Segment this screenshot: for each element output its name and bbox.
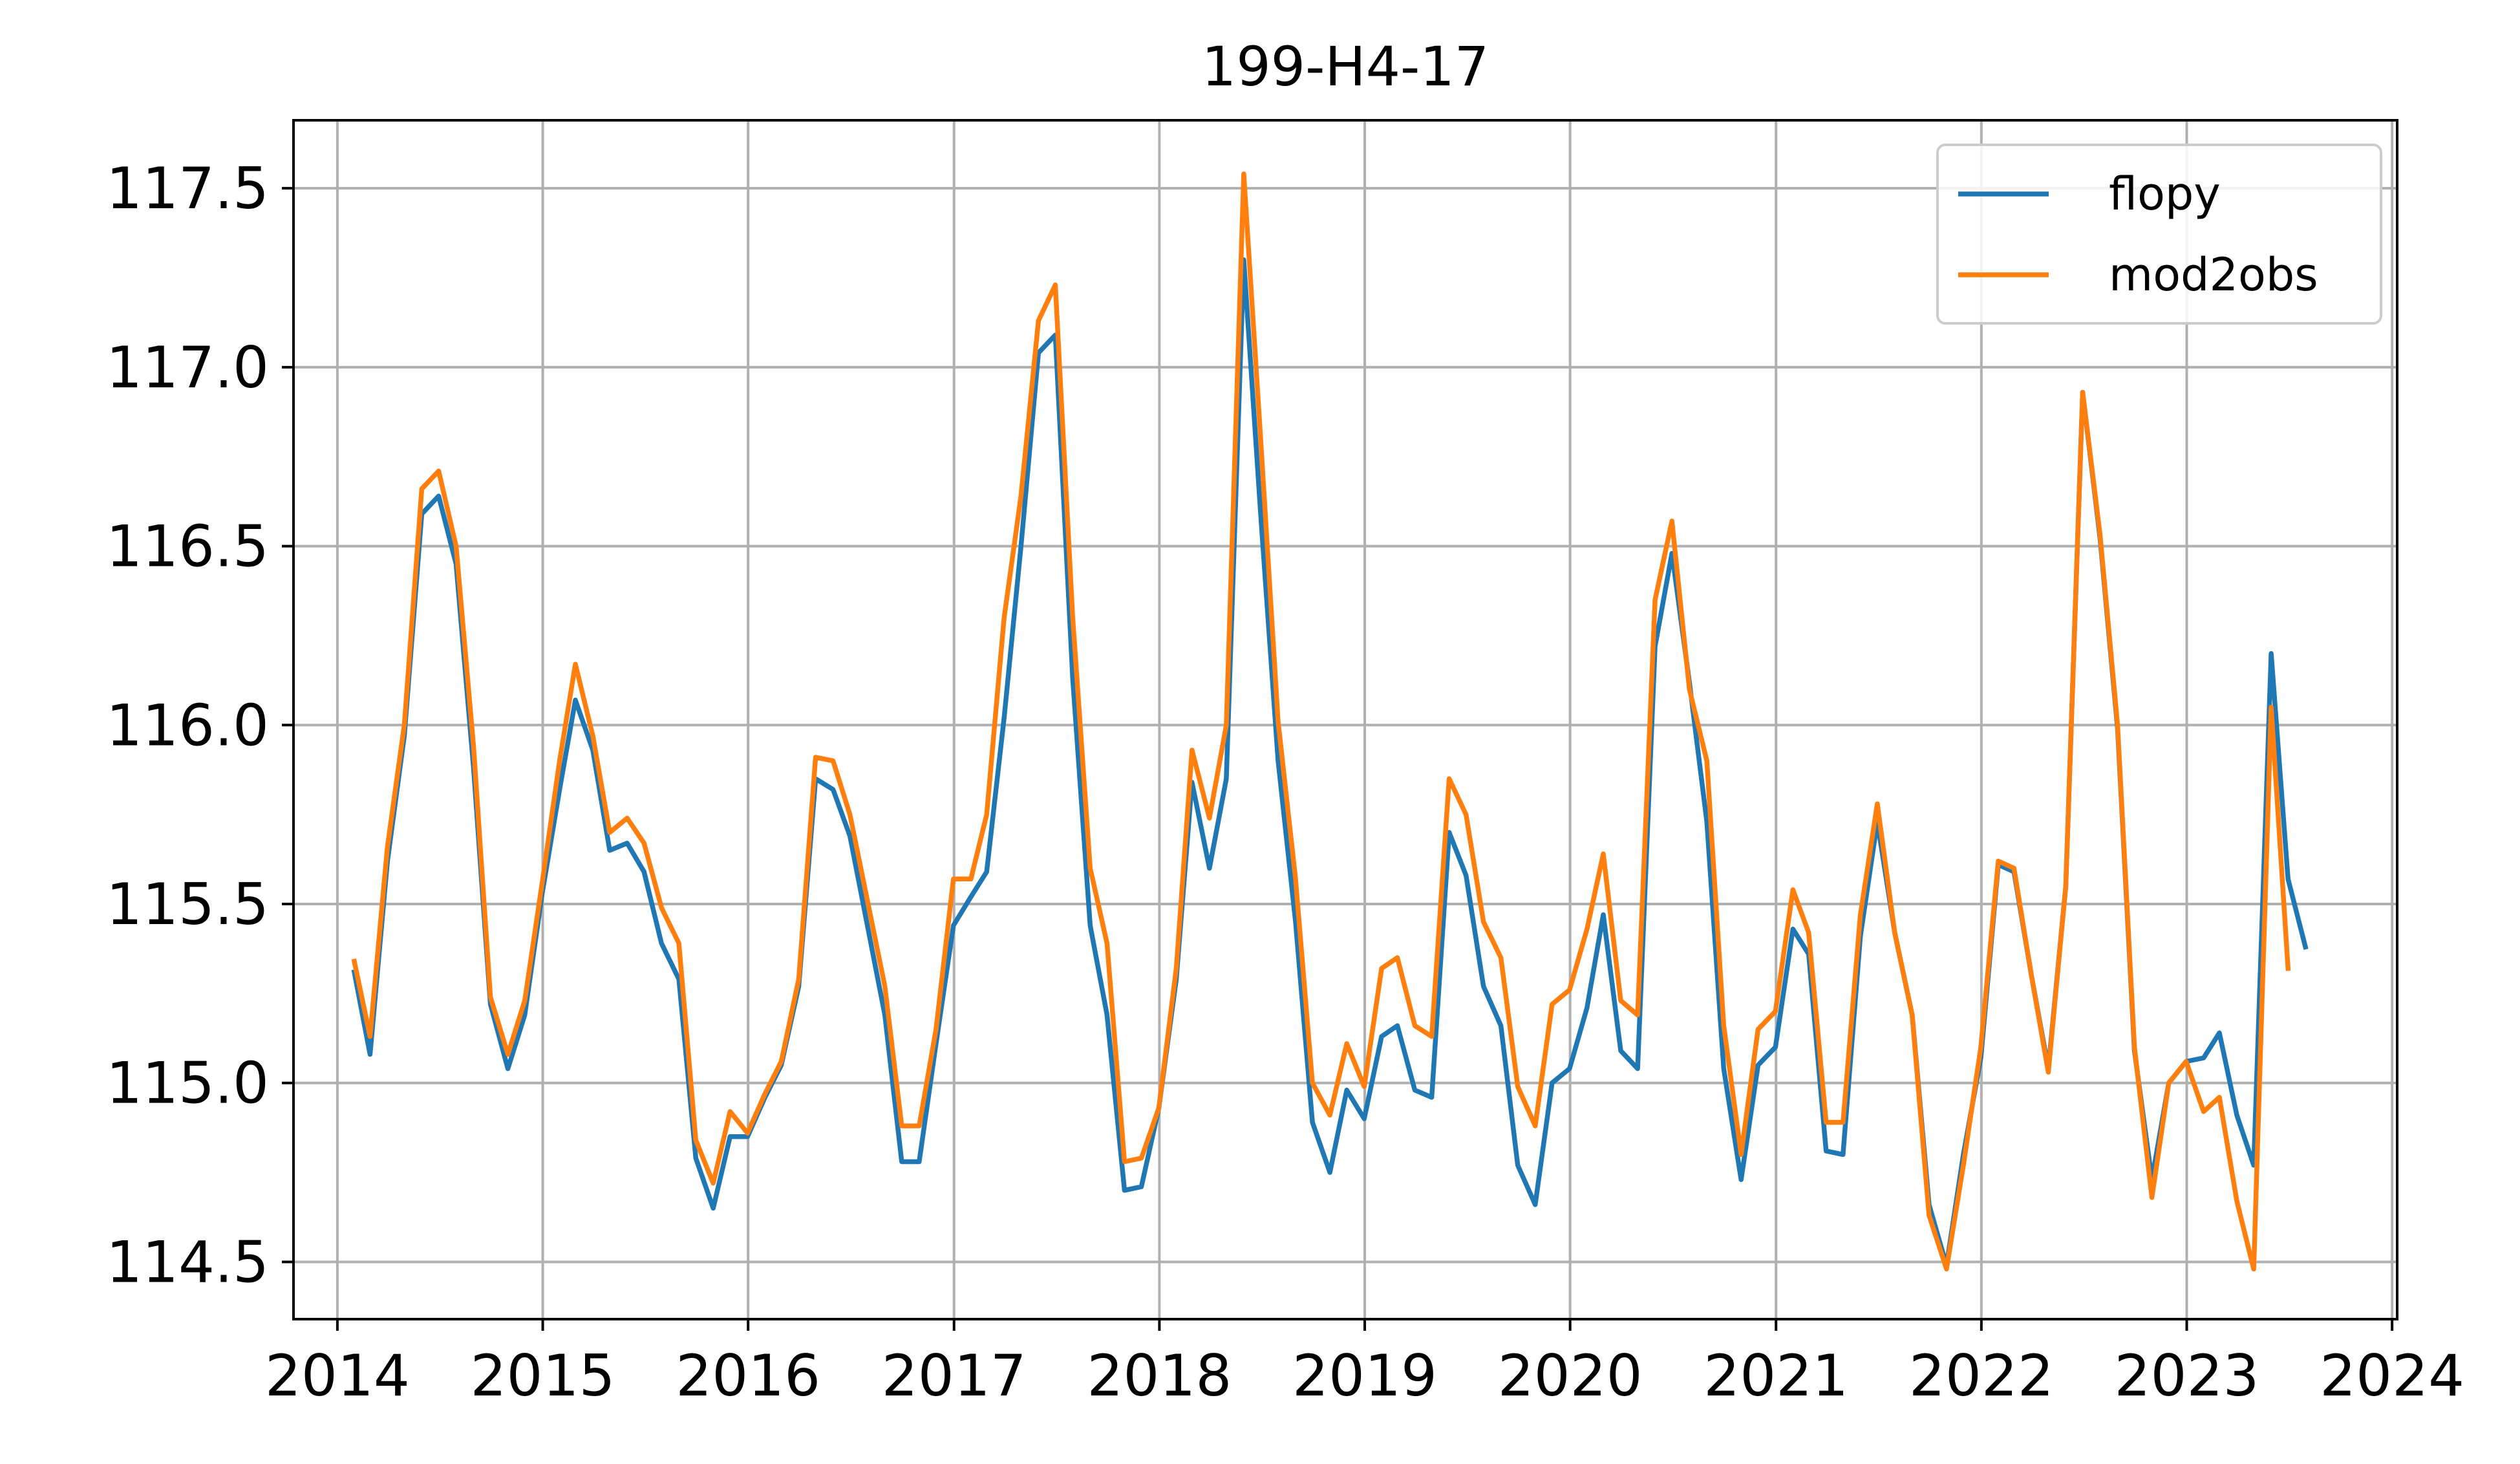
y-tick-label: 116.0 xyxy=(106,692,269,759)
legend-label-mod2obs: mod2obs xyxy=(2109,248,2318,301)
x-tick-label: 2024 xyxy=(2320,1342,2464,1409)
x-tick-label: 2020 xyxy=(1498,1342,1643,1409)
legend: flopy mod2obs xyxy=(1936,144,2382,325)
chart-title: 199-H4-17 xyxy=(1202,35,1489,98)
x-tick-label: 2014 xyxy=(265,1342,410,1409)
y-tick-label: 115.0 xyxy=(106,1050,269,1117)
y-tick-label: 117.0 xyxy=(106,334,269,401)
x-tick-label: 2019 xyxy=(1292,1342,1437,1409)
y-tick-label: 114.5 xyxy=(106,1229,269,1295)
x-tick-label: 2021 xyxy=(1703,1342,1848,1409)
y-tick-label: 115.5 xyxy=(106,871,269,938)
plot-area-frame xyxy=(292,119,2398,1320)
y-tick-label: 117.5 xyxy=(106,155,269,222)
x-tick-label: 2023 xyxy=(2115,1342,2259,1409)
x-tick-label: 2015 xyxy=(471,1342,615,1409)
axes: 2014 2015 2016 2017 2018 2019 2020 2021 2022 2023… xyxy=(106,155,2464,1409)
series-lines xyxy=(351,171,2309,1272)
x-tick-label: 2017 xyxy=(882,1342,1027,1409)
legend-label-flopy: flopy xyxy=(2109,167,2221,221)
x-tick-label: 2022 xyxy=(1909,1342,2054,1409)
series-line-mod2obs xyxy=(351,171,2291,1272)
x-tick-label: 2016 xyxy=(676,1342,820,1409)
x-tick-label: 2018 xyxy=(1087,1342,1232,1409)
legend-box xyxy=(1936,144,2382,325)
y-tick-label: 116.5 xyxy=(106,513,269,580)
